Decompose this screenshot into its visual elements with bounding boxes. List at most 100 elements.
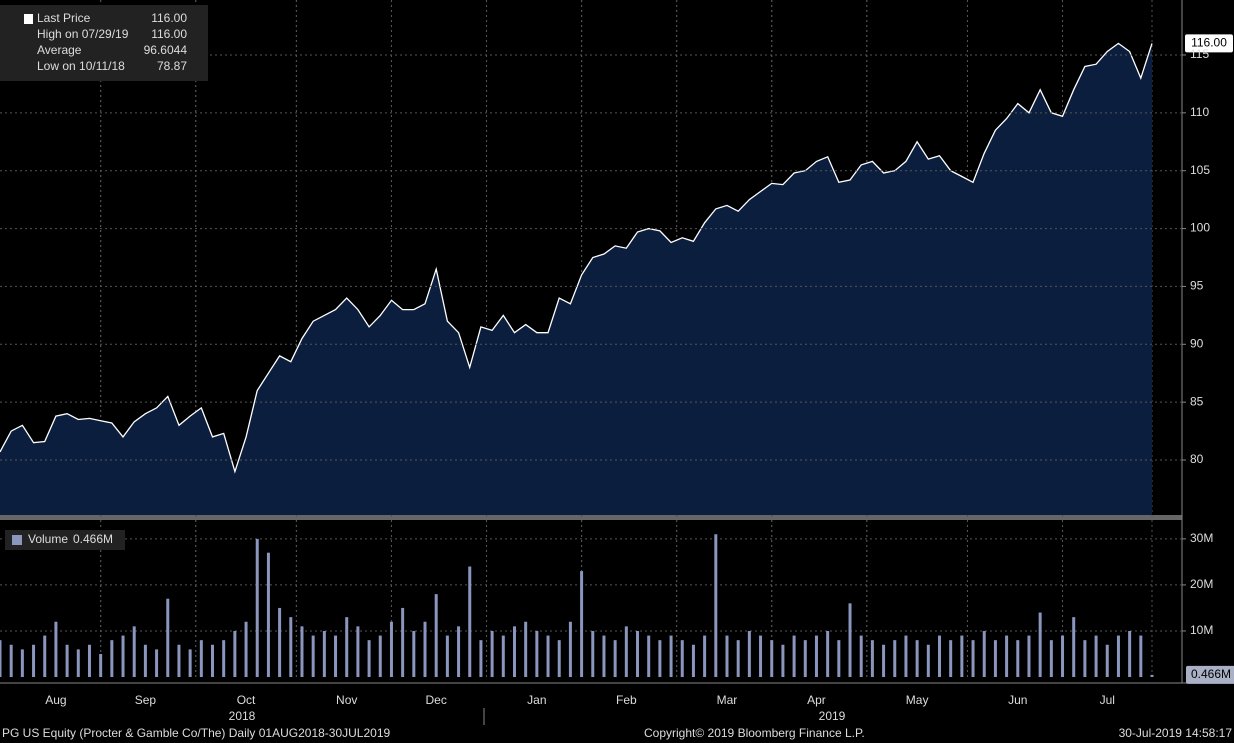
legend-swatch: [24, 14, 33, 24]
volume-bar: [199, 640, 203, 677]
volume-bar: [468, 566, 472, 677]
volume-bar: [289, 617, 293, 677]
volume-bar: [580, 571, 584, 677]
volume-bar: [188, 649, 192, 677]
volume-bar: [121, 635, 125, 677]
volume-bar: [703, 635, 707, 677]
last-volume-label: 0.466M: [1191, 667, 1231, 681]
x-tick-label: Apr: [807, 693, 826, 707]
volume-bar: [0, 640, 2, 677]
volume-bar: [926, 644, 930, 677]
volume-bar: [1150, 674, 1154, 677]
volume-bar: [1038, 612, 1042, 677]
volume-bar: [647, 635, 651, 677]
volume-bar: [602, 635, 606, 677]
stat-value: 116.00: [151, 11, 187, 25]
x-tick-label: Dec: [426, 693, 447, 707]
volume-bar: [434, 594, 438, 677]
stat-value: 116.00: [151, 27, 187, 41]
volume-bar: [747, 630, 751, 677]
volume-bar: [1061, 635, 1065, 677]
volume-bar: [613, 640, 617, 677]
y-tick-label: 100: [1190, 221, 1210, 235]
volume-bar: [501, 635, 505, 677]
volume-bar: [557, 640, 561, 677]
stats-box: [0, 5, 208, 81]
volume-bar: [479, 640, 483, 677]
stat-label: Last Price: [37, 11, 91, 25]
y-tick-label: 30M: [1190, 531, 1213, 545]
volume-bar: [848, 603, 852, 677]
volume-bar: [1116, 635, 1120, 677]
volume-bar: [32, 644, 36, 677]
volume-bar: [457, 626, 461, 677]
volume-bar: [859, 635, 863, 677]
volume-bar: [378, 635, 382, 677]
volume-bar: [110, 640, 114, 677]
x-tick-label: Nov: [336, 693, 357, 707]
volume-bar: [803, 640, 807, 677]
volume-bar: [971, 640, 975, 677]
volume-bar: [759, 635, 763, 677]
volume-bar: [423, 621, 427, 677]
volume-bar: [1083, 640, 1087, 677]
x-tick-label: Jan: [527, 693, 546, 707]
volume-bar: [937, 635, 941, 677]
volume-bar: [401, 607, 405, 677]
y-tick-label: 20M: [1190, 577, 1213, 591]
volume-bar: [624, 626, 628, 677]
x-tick-label: Sep: [135, 693, 157, 707]
volume-bar: [837, 640, 841, 677]
volume-bar: [1105, 644, 1109, 677]
volume-bar: [300, 626, 304, 677]
volume-bar: [1072, 617, 1076, 677]
y-tick-label: 90: [1190, 336, 1204, 350]
volume-bar: [389, 621, 393, 677]
volume-bar: [132, 626, 136, 677]
volume-bar: [20, 649, 24, 677]
volume-bar: [826, 630, 830, 677]
volume-bar: [445, 635, 449, 677]
volume-bar: [76, 649, 80, 677]
last-price-box: [1185, 34, 1233, 53]
stat-label: High on 07/29/19: [37, 27, 129, 41]
x-tick-label: Jun: [1008, 693, 1027, 707]
volume-bar: [725, 635, 729, 677]
volume-bar: [1139, 635, 1143, 677]
volume-bar: [669, 635, 673, 677]
y-tick-label: 115: [1190, 47, 1209, 61]
volume-bar: [1094, 635, 1098, 677]
stat-label: Low on 10/11/18: [37, 59, 125, 73]
volume-bar: [792, 635, 796, 677]
volume-bar: [278, 607, 282, 677]
y-tick-label: 110: [1190, 105, 1209, 119]
volume-bar: [960, 635, 964, 677]
volume-legend-box: [5, 530, 125, 550]
stat-label: Average: [37, 43, 82, 57]
price-area: [0, 43, 1152, 516]
volume-bar: [882, 644, 886, 677]
volume-bar: [211, 644, 215, 677]
y-tick-label: 105: [1190, 163, 1210, 177]
volume-bar: [233, 630, 237, 677]
volume-bar: [636, 630, 640, 677]
stat-value: 78.87: [157, 59, 187, 73]
volume-bar: [356, 626, 360, 677]
volume-bar: [904, 635, 908, 677]
volume-bar: [870, 640, 874, 677]
volume-bar: [568, 621, 572, 677]
footer-copyright: Copyright© 2019 Bloomberg Finance L.P.: [644, 726, 865, 740]
volume-bar: [311, 635, 315, 677]
stat-value: 96.6044: [144, 43, 188, 57]
volume-bar: [155, 649, 159, 677]
legend-name: Volume: [28, 532, 68, 546]
volume-bar: [949, 640, 953, 677]
volume-bar: [65, 644, 69, 677]
volume-bar: [43, 635, 47, 677]
last-volume-box: [1186, 665, 1234, 684]
volume-bar: [412, 630, 416, 677]
volume-bar: [177, 644, 181, 677]
volume-bar: [367, 640, 371, 677]
volume-bar: [680, 640, 684, 677]
